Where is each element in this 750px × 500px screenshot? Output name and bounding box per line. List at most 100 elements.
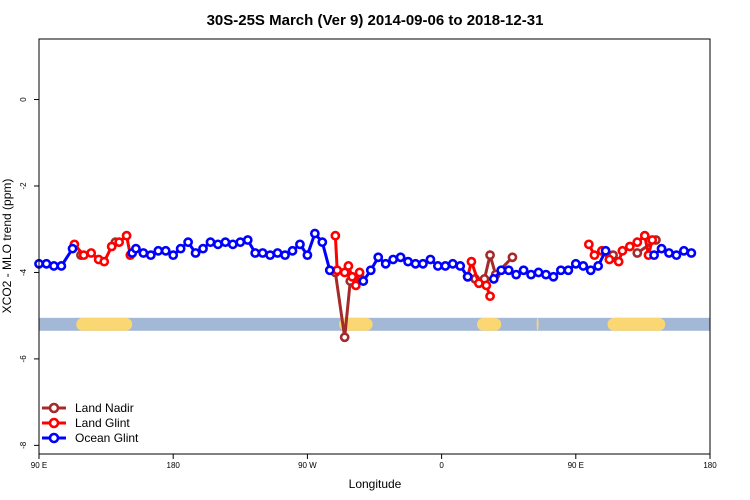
data-point (250, 248, 261, 258)
series-land-glint (69, 230, 658, 302)
data-point (138, 248, 149, 258)
data-point (257, 248, 268, 258)
data-point (624, 241, 635, 252)
data-point (358, 276, 369, 286)
data-point (418, 258, 428, 269)
data-point (354, 267, 365, 278)
data-point (488, 274, 499, 284)
data-point (220, 237, 231, 248)
data-point (56, 261, 67, 271)
data-point (99, 256, 110, 267)
data-point (347, 271, 358, 282)
data-point (324, 265, 335, 276)
data-point (190, 248, 201, 258)
data-point (617, 245, 628, 256)
data-point (106, 241, 117, 252)
data-point (632, 248, 643, 258)
data-point (563, 265, 574, 276)
x-tick-label: 180 (167, 461, 181, 470)
data-point (213, 239, 223, 250)
data-point (548, 271, 559, 282)
data-point (425, 254, 436, 265)
data-point (664, 248, 674, 258)
chart-title: 30S-25S March (Ver 9) 2014-09-06 to 2018… (207, 12, 544, 29)
data-point (511, 269, 522, 280)
x-tick-label: 180 (703, 461, 717, 470)
data-point (280, 250, 290, 261)
data-point (343, 261, 354, 271)
data-point (114, 237, 125, 248)
data-point (555, 265, 566, 276)
data-point (466, 256, 477, 267)
data-point (388, 254, 399, 265)
data-point (496, 265, 507, 276)
plot-frame (38, 38, 711, 455)
data-point (613, 256, 624, 267)
legend-marker (48, 432, 60, 444)
data-point (473, 278, 484, 289)
data-point (160, 245, 171, 256)
data-point (604, 254, 615, 265)
data-point (265, 250, 276, 261)
data-point (67, 243, 78, 254)
data-point (242, 235, 253, 245)
data-point (295, 239, 305, 250)
data-point (589, 250, 600, 261)
data-point (86, 248, 97, 258)
data-point (145, 250, 156, 261)
data-point (121, 230, 132, 241)
x-axis-label: Longitude (349, 477, 402, 491)
series-ocean-glint (34, 228, 697, 286)
data-point (198, 243, 208, 254)
data-point (168, 250, 179, 261)
y-axis-label: XCO2 - MLO trend (ppm) (0, 179, 14, 314)
x-tick-label: 90 E (568, 461, 584, 470)
land-band (607, 317, 666, 331)
data-point (175, 243, 186, 254)
x-tick-label: 0 (439, 461, 444, 470)
data-point (49, 261, 59, 271)
data-point (302, 250, 313, 261)
data-point (365, 265, 376, 276)
data-point (526, 269, 536, 280)
data-point (235, 237, 246, 248)
data-point (41, 258, 52, 269)
data-point (317, 237, 328, 248)
y-tick-label: -2 (19, 182, 28, 190)
data-point (485, 250, 495, 261)
data-point (272, 248, 283, 258)
ocean-band (39, 317, 710, 331)
data-point (533, 267, 544, 278)
data-point (541, 269, 551, 280)
data-point (600, 245, 611, 256)
y-tick-label: -4 (19, 268, 28, 276)
data-point (373, 252, 384, 263)
data-point (131, 243, 141, 254)
data-point (639, 230, 650, 241)
data-point (403, 256, 413, 267)
legend-marker (48, 417, 60, 429)
land-ocean-band (39, 317, 710, 331)
data-point (647, 235, 658, 245)
data-point (585, 265, 596, 276)
data-point (380, 258, 391, 269)
data-point (287, 245, 298, 256)
data-point (410, 258, 421, 269)
data-point (507, 252, 518, 263)
land-band (536, 317, 539, 331)
land-band (76, 317, 133, 331)
legend-label: Ocean Glint (75, 431, 139, 445)
data-point (485, 291, 495, 302)
data-point (578, 261, 589, 271)
y-tick-label: 0 (19, 97, 28, 102)
x-tick-label: 90 E (31, 461, 47, 470)
data-point (330, 230, 341, 241)
data-point (518, 265, 529, 276)
data-point (649, 250, 659, 261)
legend-label: Land Nadir (75, 401, 134, 415)
data-point (632, 237, 643, 248)
data-point (332, 265, 343, 276)
data-point (481, 280, 492, 291)
data-point (583, 239, 594, 250)
